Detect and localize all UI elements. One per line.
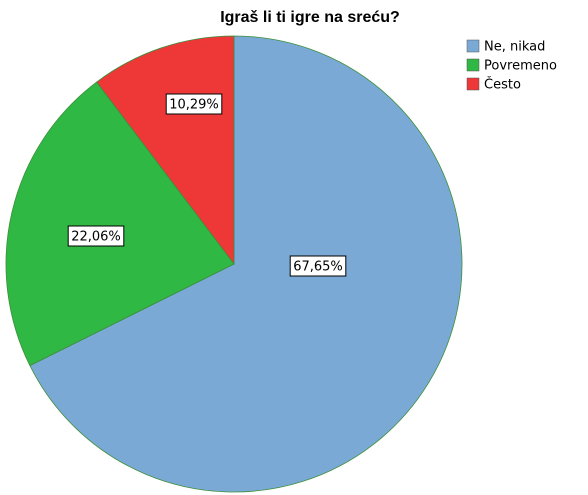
data-label-box [67, 225, 125, 247]
legend-label: Ne, nikad [484, 40, 545, 55]
chart-title: Igraš li ti igre na sreću? [220, 9, 400, 26]
data-label-box [165, 93, 223, 115]
data-label: 67,65% [293, 260, 343, 275]
legend-swatch [466, 58, 480, 72]
legend-swatch [466, 77, 480, 91]
pie-slice [96, 35, 235, 266]
legend-label: Često [484, 77, 521, 93]
legend-swatch [466, 39, 480, 53]
pie-slice [29, 35, 463, 493]
data-label: 10,29% [169, 98, 219, 113]
pie-slice [5, 81, 235, 367]
data-label-box [289, 255, 347, 277]
data-label: 22,06% [71, 230, 121, 245]
legend-label: Povremeno [484, 59, 557, 74]
